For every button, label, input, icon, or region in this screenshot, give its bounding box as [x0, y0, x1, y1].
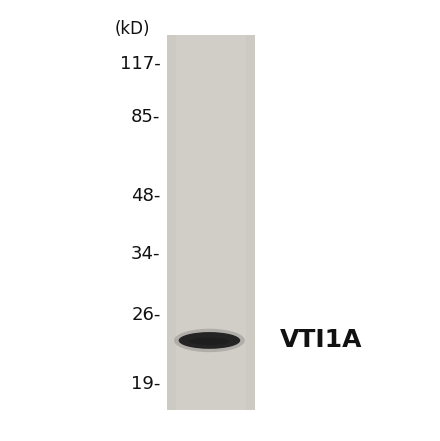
- Bar: [176, 35, 246, 410]
- Ellipse shape: [174, 329, 245, 352]
- Text: 117-: 117-: [120, 55, 161, 73]
- Text: 34-: 34-: [131, 245, 161, 262]
- Text: (kD): (kD): [114, 20, 150, 37]
- Ellipse shape: [179, 332, 240, 349]
- Text: 48-: 48-: [131, 187, 161, 205]
- Text: 19-: 19-: [131, 375, 161, 392]
- Text: 85-: 85-: [131, 108, 161, 126]
- Text: VTI1A: VTI1A: [279, 329, 362, 352]
- Text: 26-: 26-: [131, 306, 161, 324]
- Ellipse shape: [189, 337, 230, 345]
- Bar: [167, 35, 255, 410]
